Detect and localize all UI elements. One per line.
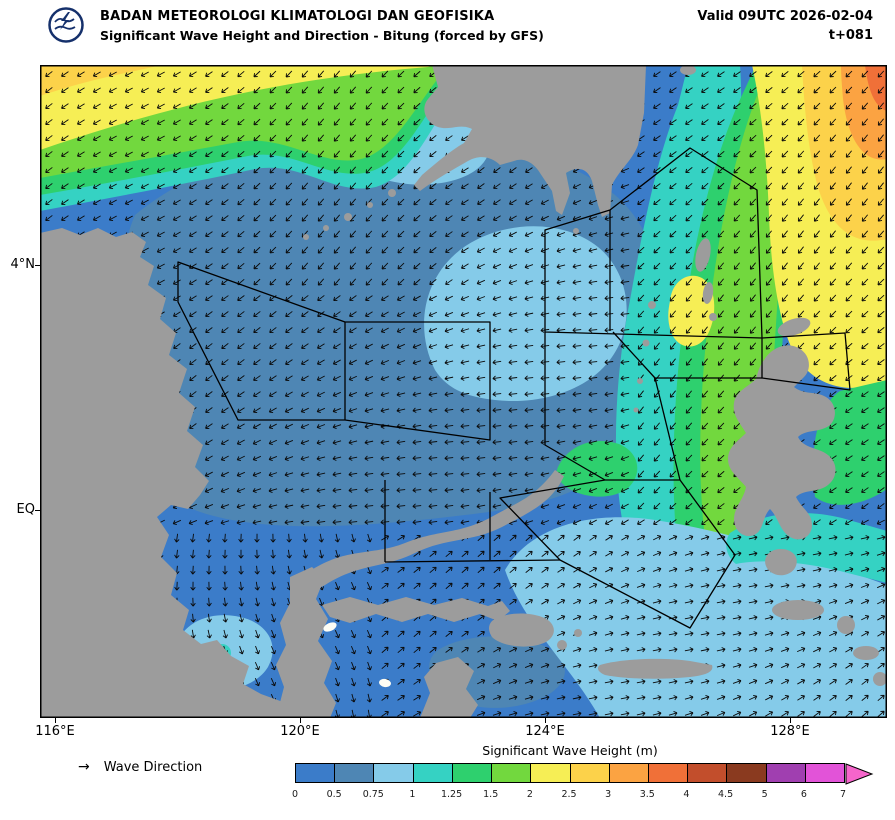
map-border (40, 65, 887, 718)
colorbar (295, 763, 845, 783)
x-axis-tick (300, 718, 301, 723)
small-island (873, 672, 887, 686)
wave-direction-legend: → Wave Direction (78, 759, 202, 775)
tidore-island (739, 463, 747, 471)
small-island (680, 65, 696, 75)
banggai-island (557, 640, 567, 650)
colorbar-segment (492, 764, 532, 782)
x-tick-label: 124°E (525, 724, 565, 739)
talaud-island (702, 282, 714, 304)
colorbar-tick-label: 4 (683, 789, 690, 800)
colorbar-tick-label: 1.25 (440, 789, 463, 800)
talaud-island (695, 238, 711, 272)
org-title: BADAN METEOROLOGI KLIMATOLOGI DAN GEOFIS… (100, 9, 495, 24)
sangihe-island (637, 378, 643, 384)
borneo-land (40, 228, 308, 718)
ternate-island (742, 445, 750, 453)
colorbar-segment (413, 764, 453, 782)
colorbar-segment (296, 764, 336, 782)
sulawesi-southeast (420, 657, 478, 718)
colorbar-overflow-arrow (845, 763, 874, 785)
sangihe-island (633, 407, 639, 413)
x-axis-tick (55, 718, 56, 723)
sarangani-island (573, 228, 579, 234)
sulu-island (323, 225, 329, 231)
colorbar-tick-label: 5 (761, 789, 768, 800)
sulawesi-body (276, 567, 336, 718)
colorbar-tick-label: 7 (839, 789, 847, 800)
colorbar-segment (531, 764, 571, 782)
sulu-island (388, 189, 396, 197)
colorbar-tick-label: 0 (291, 789, 299, 800)
colorbar-segment (688, 764, 728, 782)
colorbar-tick-label: 2.5 (561, 789, 577, 800)
bacan-island (765, 548, 797, 576)
y-tick-label: 4°N (10, 257, 36, 272)
small-white-island (323, 622, 337, 632)
colorbar-tick-label: 1.5 (483, 789, 499, 800)
sangihe-island (642, 339, 650, 347)
product-title: Significant Wave Height and Direction - … (100, 28, 544, 43)
obi-island (772, 600, 824, 620)
forecast-zone-boundaries (177, 147, 851, 629)
sulu-island (303, 234, 309, 240)
colorbar-title: Significant Wave Height (m) (482, 743, 658, 758)
sulawesi-north-arm (298, 470, 564, 590)
forecast-lead-time: t+081 (828, 28, 873, 43)
small-island (65, 514, 71, 520)
peleng-island (489, 613, 554, 647)
colorbar-tick-label: 3 (605, 789, 612, 800)
colorbar-tick-label: 1 (409, 789, 416, 800)
colorbar-tick-label: 0.5 (326, 789, 342, 800)
y-tick-label: EQ (16, 502, 35, 517)
talaud-island (709, 313, 717, 321)
colorbar-segment (374, 764, 414, 782)
y-axis-tick (35, 510, 40, 511)
x-tick-label: 128°E (770, 724, 810, 739)
colorbar-segment (727, 764, 767, 782)
colorbar-segment (335, 764, 375, 782)
colorbar-tick-labels: 0 0.5 0.75 1 1.25 1.5 2 2.5 3 3.5 4 4.5 5 6 7 (292, 789, 875, 805)
colorbar-segment (805, 764, 845, 782)
x-axis-tick (545, 718, 546, 723)
sangihe-island (648, 301, 656, 309)
sulu-island (367, 202, 373, 208)
colorbar-segment (648, 764, 689, 782)
colorbar-segment (766, 764, 806, 782)
colorbar-segment (570, 764, 610, 782)
small-white-island (379, 678, 391, 688)
bmkg-logo (48, 7, 84, 43)
halmahera-land (728, 345, 836, 540)
land-layer (40, 65, 887, 718)
colorbar-tick-label: 3.5 (639, 789, 655, 800)
sula-island (597, 658, 713, 679)
colorbar-tick-label: 2 (526, 789, 533, 800)
small-island (80, 521, 84, 525)
colorbar-tick-label: 0.75 (362, 789, 384, 800)
y-axis-tick (35, 265, 40, 266)
morotai-island (777, 317, 811, 337)
colorbar-tick-label: 6 (800, 789, 807, 800)
wave-direction-arrow-icon: → (78, 759, 90, 775)
small-island (853, 646, 879, 660)
sulu-island (344, 213, 352, 221)
sulawesi-east-arm (322, 597, 510, 623)
colorbar-segment (452, 764, 493, 782)
wave-direction-label: Wave Direction (103, 760, 203, 775)
x-tick-label: 120°E (280, 724, 320, 739)
mindanao-land (414, 65, 646, 217)
small-island (837, 616, 855, 634)
x-tick-label: 116°E (35, 724, 75, 739)
colorbar-segment (609, 764, 649, 782)
banggai-island (574, 629, 582, 637)
valid-time: Valid 09UTC 2026-02-04 (697, 9, 873, 24)
colorbar-tick-label: 4.5 (718, 789, 734, 800)
x-axis-tick (790, 718, 791, 723)
wave-height-map (40, 65, 887, 718)
